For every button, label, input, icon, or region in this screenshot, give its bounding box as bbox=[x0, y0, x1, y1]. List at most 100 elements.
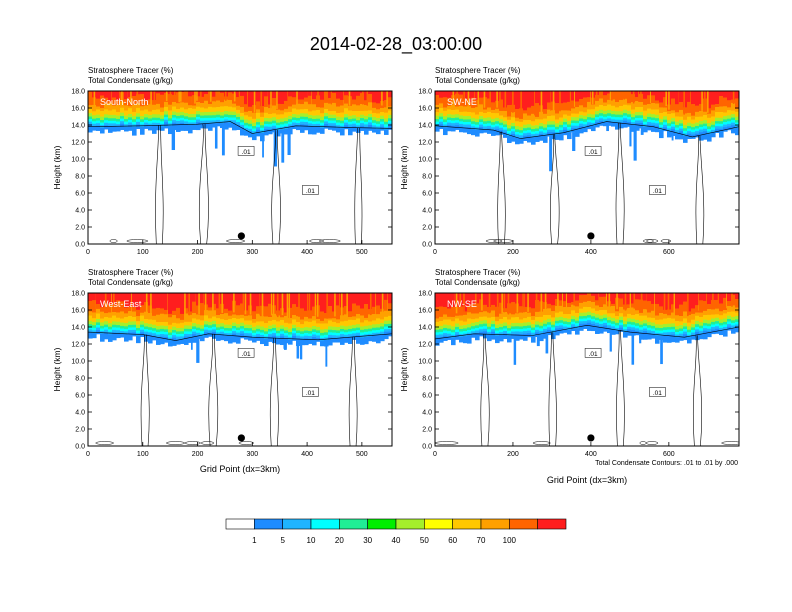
tracer-cell bbox=[260, 326, 265, 331]
tracer-cell bbox=[667, 334, 672, 343]
tracer-cell bbox=[559, 316, 564, 321]
tracer-cell bbox=[264, 123, 269, 127]
tracer-cell bbox=[268, 325, 273, 330]
tracer-cell bbox=[459, 105, 464, 113]
tracer-cell bbox=[691, 335, 696, 340]
tracer-cell bbox=[659, 324, 664, 329]
tracer-cell bbox=[108, 114, 113, 119]
tracer-cell bbox=[619, 298, 624, 308]
tracer-cell bbox=[435, 126, 440, 132]
tracer-cell bbox=[563, 293, 568, 302]
tracer-cell bbox=[603, 106, 608, 112]
tracer-cell bbox=[128, 321, 133, 326]
tracer-cell bbox=[120, 318, 125, 323]
tracer-cell bbox=[499, 127, 504, 131]
tracer-cell bbox=[571, 310, 576, 317]
tracer-cell bbox=[132, 119, 137, 123]
tracer-cell bbox=[304, 116, 309, 120]
tracer-cell bbox=[735, 111, 739, 117]
tracer-cell bbox=[691, 132, 696, 136]
tracer-cell bbox=[719, 128, 724, 138]
tracer-cell bbox=[284, 108, 289, 113]
tracer-cell bbox=[735, 327, 739, 333]
tracer-cell bbox=[435, 329, 440, 333]
tracer-cell bbox=[435, 307, 440, 319]
tracer-cell bbox=[352, 330, 357, 334]
tracer-cell bbox=[575, 128, 580, 137]
tracer-cell bbox=[108, 123, 113, 127]
tracer-cell bbox=[104, 122, 109, 126]
tracer-cell bbox=[559, 110, 564, 118]
tracer-cell bbox=[380, 331, 385, 335]
tracer-cell bbox=[304, 108, 309, 114]
tracer-cell bbox=[531, 128, 536, 132]
tracer-cell bbox=[288, 124, 293, 128]
tracer-cell bbox=[176, 318, 181, 324]
tracer-cell bbox=[88, 320, 93, 325]
tracer-cell bbox=[128, 306, 133, 312]
y-tick-label: 4.0 bbox=[75, 208, 85, 215]
tracer-streak bbox=[616, 293, 618, 310]
tracer-cell bbox=[583, 126, 588, 133]
tracer-cell bbox=[316, 123, 321, 127]
tracer-cell bbox=[679, 321, 684, 326]
tracer-cell bbox=[332, 335, 337, 339]
tracer-cell bbox=[304, 310, 309, 318]
tracer-cell bbox=[667, 123, 672, 127]
tracer-cell bbox=[292, 104, 297, 109]
tracer-cell bbox=[535, 128, 540, 132]
tracer-cell bbox=[675, 308, 680, 316]
tracer-cell bbox=[707, 331, 712, 338]
tracer-cell bbox=[112, 109, 117, 116]
tracer-cell bbox=[204, 321, 209, 325]
tracer-cell bbox=[120, 322, 125, 327]
tracer-cell bbox=[679, 304, 684, 317]
tracer-cell bbox=[543, 132, 548, 136]
tracer-cell bbox=[372, 324, 377, 329]
tracer-cell bbox=[711, 110, 716, 117]
tracer-cell bbox=[364, 110, 369, 117]
tracer-cell bbox=[388, 110, 392, 116]
tracer-cell bbox=[360, 104, 365, 112]
tracer-cell bbox=[160, 334, 165, 337]
tracer-streak bbox=[270, 91, 272, 109]
tracer-cell bbox=[260, 125, 265, 129]
tracer-cell bbox=[336, 127, 341, 133]
tracer-cell bbox=[216, 119, 221, 123]
tracer-cell bbox=[196, 111, 201, 115]
tracer-cell bbox=[136, 119, 141, 123]
tracer-cell bbox=[104, 327, 109, 331]
tracer-cell bbox=[380, 311, 385, 320]
tracer-cell bbox=[96, 330, 101, 335]
y-tick-label: 18.0 bbox=[418, 89, 432, 96]
tracer-cell bbox=[591, 104, 596, 110]
tracer-cell bbox=[623, 113, 628, 116]
tracer-cell bbox=[360, 329, 365, 333]
contour-blob bbox=[645, 441, 659, 445]
tracer-cell bbox=[703, 323, 708, 326]
tracer-cell bbox=[112, 118, 117, 122]
tracer-cell bbox=[388, 323, 392, 327]
tracer-cell bbox=[483, 311, 488, 317]
tracer-cell bbox=[571, 91, 576, 101]
tracer-cell bbox=[547, 293, 552, 305]
tracer-cell bbox=[372, 330, 377, 334]
tracer-streak bbox=[233, 293, 235, 313]
tracer-cell bbox=[515, 129, 520, 133]
tracer-cell bbox=[152, 109, 157, 115]
tracer-cell bbox=[248, 320, 253, 326]
tracer-cell bbox=[707, 314, 712, 321]
tracer-cell bbox=[487, 331, 492, 335]
contour-blob bbox=[485, 239, 503, 243]
tracer-cell bbox=[555, 119, 560, 124]
tracer-cell bbox=[100, 119, 105, 123]
tracer-cell bbox=[236, 293, 241, 306]
tracer-cell bbox=[503, 312, 508, 318]
tracer-cell bbox=[531, 131, 536, 135]
tracer-cell bbox=[463, 127, 468, 133]
tracer-cell bbox=[583, 321, 588, 324]
tracer-cell bbox=[128, 332, 133, 341]
tracer-cell bbox=[240, 116, 245, 121]
tracer-cell bbox=[475, 321, 480, 326]
tracer-cell bbox=[719, 91, 724, 97]
